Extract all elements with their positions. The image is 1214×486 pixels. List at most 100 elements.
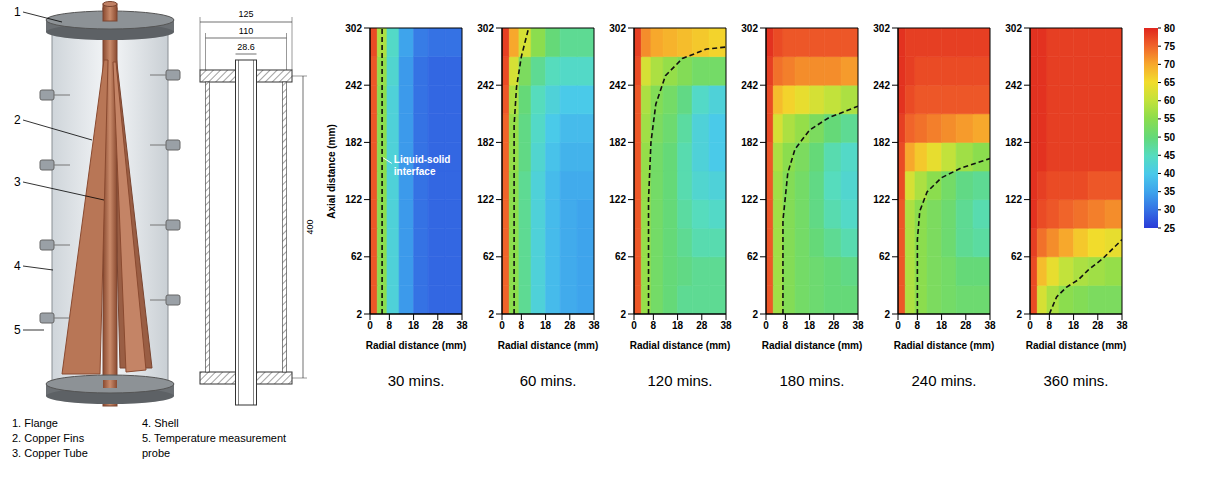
svg-text:182: 182 — [1005, 137, 1022, 148]
svg-text:28: 28 — [960, 320, 972, 331]
svg-text:0: 0 — [631, 320, 637, 331]
svg-text:8: 8 — [783, 320, 789, 331]
html-text:5. Temperature measurement pro: 5. Temperature measurement probe — [142, 432, 287, 459]
svg-text:62: 62 — [483, 251, 495, 262]
svg-text:18: 18 — [540, 320, 552, 331]
svg-text:0: 0 — [1027, 320, 1033, 331]
svg-text:Liquid-solidinterface: Liquid-solidinterface — [394, 154, 451, 177]
svg-text:302: 302 — [741, 23, 758, 34]
svg-text:4: 4 — [14, 259, 21, 273]
svg-text:62: 62 — [1011, 251, 1023, 262]
svg-text:18: 18 — [672, 320, 684, 331]
svg-text:38: 38 — [456, 320, 468, 331]
svg-text:62: 62 — [615, 251, 627, 262]
svg-text:125: 125 — [238, 9, 253, 19]
svg-text:62: 62 — [351, 251, 363, 262]
svg-text:302: 302 — [1005, 23, 1022, 34]
svg-text:242: 242 — [873, 80, 890, 91]
svg-text:182: 182 — [873, 137, 890, 148]
svg-text:302: 302 — [477, 23, 494, 34]
svg-text:38: 38 — [720, 320, 732, 331]
svg-text:182: 182 — [609, 137, 626, 148]
svg-text:30: 30 — [1164, 204, 1176, 215]
svg-text:38: 38 — [588, 320, 600, 331]
svg-text:0: 0 — [367, 320, 373, 331]
svg-text:122: 122 — [1005, 194, 1022, 205]
svg-text:122: 122 — [741, 194, 758, 205]
svg-text:242: 242 — [477, 80, 494, 91]
svg-text:2: 2 — [1016, 309, 1022, 320]
svg-text:50: 50 — [1164, 132, 1176, 143]
svg-text:242: 242 — [345, 80, 362, 91]
svg-text:2: 2 — [752, 309, 758, 320]
svg-text:2: 2 — [884, 309, 890, 320]
svg-text:60: 60 — [1164, 95, 1176, 106]
svg-text:2: 2 — [14, 113, 21, 127]
svg-text:28: 28 — [828, 320, 840, 331]
html-text:Axial distance (mm): Axial distance (mm) — [325, 123, 337, 219]
svg-text:38: 38 — [984, 320, 996, 331]
svg-text:122: 122 — [345, 194, 362, 205]
svg-text:182: 182 — [741, 137, 758, 148]
svg-text:122: 122 — [477, 194, 494, 205]
svg-text:18: 18 — [408, 320, 420, 331]
svg-text:38: 38 — [1116, 320, 1128, 331]
svg-text:62: 62 — [879, 251, 891, 262]
html-text:4. Shell: 4. Shell — [142, 417, 179, 429]
svg-text:45: 45 — [1164, 150, 1176, 161]
svg-text:35: 35 — [1164, 186, 1176, 197]
svg-text:8: 8 — [915, 320, 921, 331]
svg-text:70: 70 — [1164, 59, 1176, 70]
svg-text:38: 38 — [852, 320, 864, 331]
svg-text:8: 8 — [519, 320, 525, 331]
svg-text:80: 80 — [1164, 23, 1176, 34]
svg-text:8: 8 — [387, 320, 393, 331]
html-text:120 mins.: 120 mins. — [647, 372, 713, 389]
html-text:30 mins.: 30 mins. — [387, 372, 445, 389]
html-text:3. Copper Tube: 3. Copper Tube — [12, 447, 88, 459]
svg-text:2: 2 — [488, 309, 494, 320]
svg-text:302: 302 — [609, 23, 626, 34]
svg-text:0: 0 — [763, 320, 769, 331]
svg-text:28: 28 — [432, 320, 444, 331]
svg-text:182: 182 — [345, 137, 362, 148]
svg-text:5: 5 — [14, 323, 21, 337]
svg-text:62: 62 — [747, 251, 759, 262]
svg-text:8: 8 — [651, 320, 657, 331]
svg-text:1: 1 — [14, 5, 21, 19]
html-text:60 mins.: 60 mins. — [519, 372, 577, 389]
svg-text:18: 18 — [1068, 320, 1080, 331]
svg-text:28: 28 — [564, 320, 576, 331]
svg-text:75: 75 — [1164, 41, 1176, 52]
svg-text:302: 302 — [873, 23, 890, 34]
svg-text:28.6: 28.6 — [237, 42, 255, 52]
html-text:1. Flange: 1. Flange — [12, 417, 58, 429]
svg-text:302: 302 — [345, 23, 362, 34]
svg-text:28: 28 — [696, 320, 708, 331]
svg-text:182: 182 — [477, 137, 494, 148]
svg-text:25: 25 — [1164, 223, 1176, 234]
svg-text:8: 8 — [1047, 320, 1053, 331]
svg-text:242: 242 — [609, 80, 626, 91]
svg-text:122: 122 — [609, 194, 626, 205]
svg-text:400: 400 — [305, 219, 315, 234]
svg-text:122: 122 — [873, 194, 890, 205]
html-text:360 mins.: 360 mins. — [1043, 372, 1109, 389]
svg-text:40: 40 — [1164, 168, 1176, 179]
svg-text:0: 0 — [895, 320, 901, 331]
svg-text:18: 18 — [936, 320, 948, 331]
svg-text:55: 55 — [1164, 113, 1176, 124]
svg-text:2: 2 — [356, 309, 362, 320]
svg-text:2: 2 — [620, 309, 626, 320]
html-text:240 mins.: 240 mins. — [911, 372, 977, 389]
svg-text:3: 3 — [14, 175, 21, 189]
svg-text:110: 110 — [239, 26, 253, 36]
svg-text:18: 18 — [804, 320, 816, 331]
svg-text:28: 28 — [1092, 320, 1104, 331]
svg-text:0: 0 — [499, 320, 505, 331]
svg-text:242: 242 — [1005, 80, 1022, 91]
html-text:2. Copper Fins: 2. Copper Fins — [12, 432, 85, 444]
html-text:180 mins.: 180 mins. — [779, 372, 845, 389]
svg-text:242: 242 — [741, 80, 758, 91]
svg-text:65: 65 — [1164, 77, 1176, 88]
